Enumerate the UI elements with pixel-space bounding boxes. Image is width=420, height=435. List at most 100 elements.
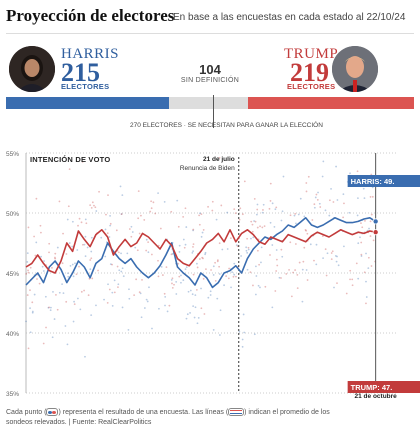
poll-dot [216, 297, 219, 300]
poll-dot [202, 277, 205, 280]
poll-dot [290, 295, 293, 298]
poll-dot [27, 226, 30, 229]
poll-dot [103, 298, 105, 301]
poll-dot [170, 279, 173, 281]
trump-name: TRUMP [284, 46, 339, 62]
page-subtitle: En base a las encuestas en cada estado a… [173, 12, 406, 23]
poll-dot [185, 266, 188, 269]
poll-dot [171, 282, 173, 285]
poll-dot [364, 219, 366, 222]
poll-dot [86, 246, 89, 249]
poll-dot [87, 294, 90, 297]
poll-dot [275, 249, 278, 251]
poll-dot [367, 267, 370, 269]
poll-dot [170, 210, 173, 213]
poll-dot [256, 208, 259, 211]
poll-dot [289, 241, 292, 244]
poll-dot [83, 289, 85, 292]
harris-electors-count: 215 [61, 58, 100, 87]
poll-dot [207, 296, 210, 299]
poll-dot [89, 204, 92, 206]
poll-dot [58, 291, 61, 294]
series-line-trump [25, 229, 376, 274]
poll-dot [199, 212, 201, 215]
poll-dot [285, 273, 288, 275]
poll-dot [98, 190, 100, 193]
poll-dot [202, 257, 204, 260]
poll-dot [301, 300, 304, 303]
poll-dot [152, 201, 155, 204]
poll-dot [95, 210, 98, 212]
poll-dot [296, 273, 299, 276]
poll-dot [322, 160, 325, 163]
poll-dot [305, 190, 308, 193]
poll-dot [78, 265, 80, 268]
poll-dot [76, 249, 79, 251]
poll-dot [295, 222, 297, 225]
poll-dot [192, 245, 194, 248]
poll-dot [324, 209, 327, 212]
poll-dot [51, 336, 54, 339]
poll-dot [39, 224, 42, 227]
poll-dot [212, 274, 215, 276]
poll-dot [196, 262, 198, 265]
poll-dot [56, 308, 59, 311]
poll-dot [91, 201, 94, 204]
poll-dot [322, 257, 324, 260]
poll-dot [122, 275, 125, 278]
poll-dot [200, 235, 203, 238]
poll-dot [157, 259, 159, 262]
poll-dot [104, 255, 107, 258]
poll-dot [73, 303, 76, 306]
poll-dot [175, 293, 178, 295]
poll-dot [326, 252, 329, 255]
poll-dot [107, 283, 109, 286]
poll-dot [197, 316, 200, 319]
poll-dot [365, 252, 367, 255]
poll-dot [26, 261, 29, 263]
poll-dot [268, 207, 271, 210]
poll-dot [48, 242, 51, 245]
y-tick-label: 35% [6, 391, 19, 398]
poll-dot [108, 288, 111, 291]
poll-dot [255, 265, 257, 268]
poll-dot [280, 248, 283, 251]
poll-dot [238, 330, 241, 333]
poll-dot [192, 250, 194, 253]
poll-dot [343, 202, 345, 205]
poll-dot [297, 213, 300, 216]
poll-dot [182, 215, 185, 218]
poll-dot [228, 267, 231, 270]
poll-dot [173, 283, 175, 286]
harris-electors-label: ELECTORES [61, 82, 110, 91]
poll-dot [137, 190, 140, 192]
poll-dot [127, 328, 130, 331]
poll-dot [31, 311, 34, 314]
poll-dot [119, 185, 122, 188]
poll-dot [315, 193, 318, 196]
poll-dot [271, 244, 274, 246]
poll-dot [201, 256, 204, 259]
poll-dot [54, 257, 57, 260]
poll-dot [80, 290, 83, 293]
y-tick-label: 55% [6, 151, 19, 158]
poll-dot [246, 268, 249, 271]
poll-dot [31, 301, 34, 304]
poll-dot [251, 223, 254, 226]
vote-intention-chart: 35% 40% 45% 50% 55% 21 de julio Renuncia de Bi… [6, 151, 420, 400]
poll-dot [305, 182, 308, 184]
majority-note: 270 ELECTORES · SE NECESITAN PARA GANAR … [130, 122, 323, 129]
poll-dot [345, 292, 348, 295]
poll-dot [256, 226, 259, 229]
poll-dot [140, 214, 142, 217]
poll-dot [133, 294, 136, 297]
poll-dot [261, 211, 264, 214]
poll-dot [232, 275, 235, 278]
poll-dot [182, 279, 185, 282]
poll-dot [216, 260, 219, 263]
poll-dot [336, 199, 339, 201]
poll-dot [292, 271, 294, 274]
poll-dot [44, 295, 47, 298]
poll-dot [274, 208, 277, 211]
poll-dot [255, 213, 258, 216]
